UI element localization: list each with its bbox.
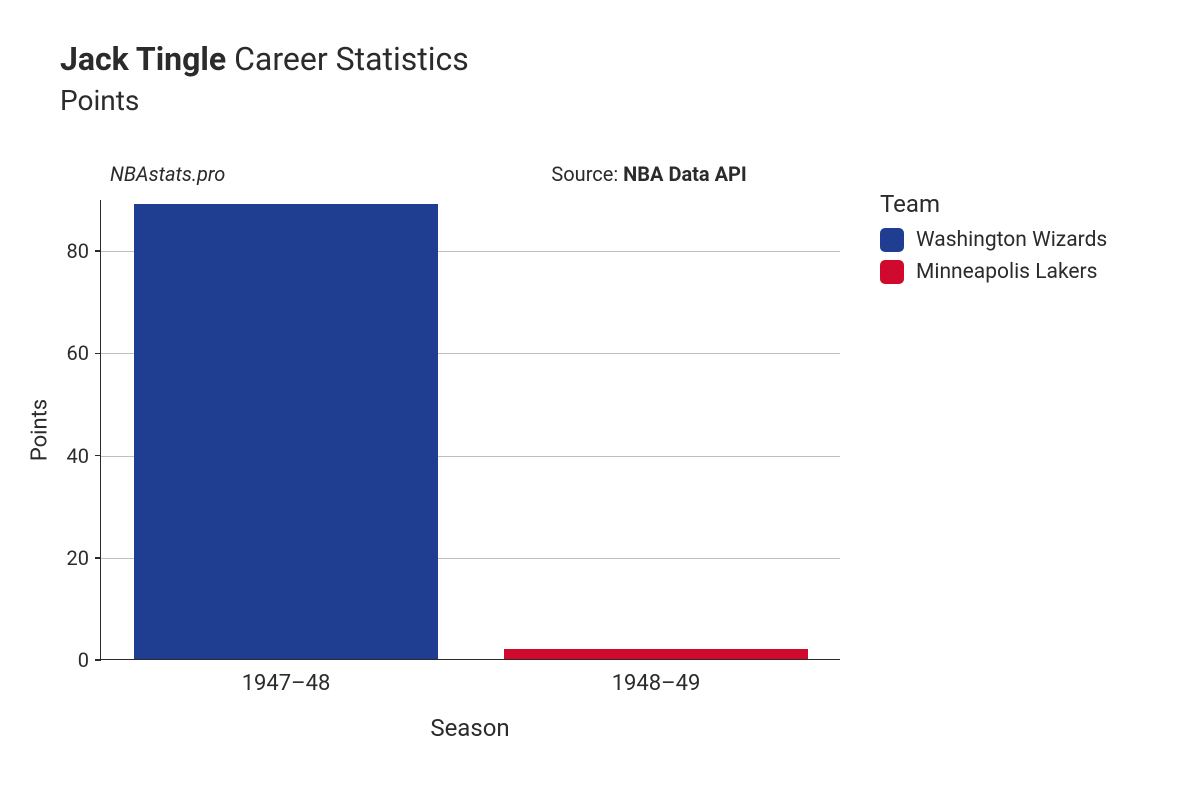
y-tick-label: 20 [67, 546, 101, 570]
source-prefix: Source: [551, 162, 623, 186]
chart-subtitle: Points [60, 84, 469, 117]
bar [134, 204, 437, 659]
chart-title: Jack Tingle Career Statistics [60, 40, 469, 78]
x-tick-label: 1947–48 [242, 659, 331, 696]
bar [504, 649, 807, 659]
chart-title-block: Jack Tingle Career Statistics Points [60, 40, 469, 117]
source-attribution: Source: NBA Data API [551, 162, 746, 186]
source-name: NBA Data API [623, 162, 747, 186]
y-axis-title: Points [28, 399, 53, 461]
legend-label: Washington Wizards [916, 228, 1107, 252]
y-tick-label: 40 [67, 444, 101, 468]
legend-item: Washington Wizards [880, 228, 1107, 252]
x-tick-label: 1948–49 [612, 659, 701, 696]
legend-label: Minneapolis Lakers [916, 260, 1097, 284]
plot-area: 0204060801947–481948–49 [100, 200, 840, 660]
x-axis-title: Season [430, 714, 509, 742]
y-tick-label: 80 [67, 239, 101, 263]
legend-swatch [880, 228, 904, 252]
chart-container: Jack Tingle Career Statistics Points NBA… [0, 0, 1200, 800]
legend: Team Washington Wizards Minneapolis Laker… [880, 190, 1107, 292]
legend-item: Minneapolis Lakers [880, 260, 1107, 284]
legend-title: Team [880, 190, 1107, 218]
title-suffix: Career Statistics [234, 40, 469, 78]
watermark: NBAstats.pro [110, 162, 225, 186]
y-tick-label: 0 [78, 648, 101, 672]
legend-swatch [880, 260, 904, 284]
y-tick-label: 60 [67, 341, 101, 365]
player-name: Jack Tingle [60, 40, 226, 78]
legend-items: Washington Wizards Minneapolis Lakers [880, 228, 1107, 284]
